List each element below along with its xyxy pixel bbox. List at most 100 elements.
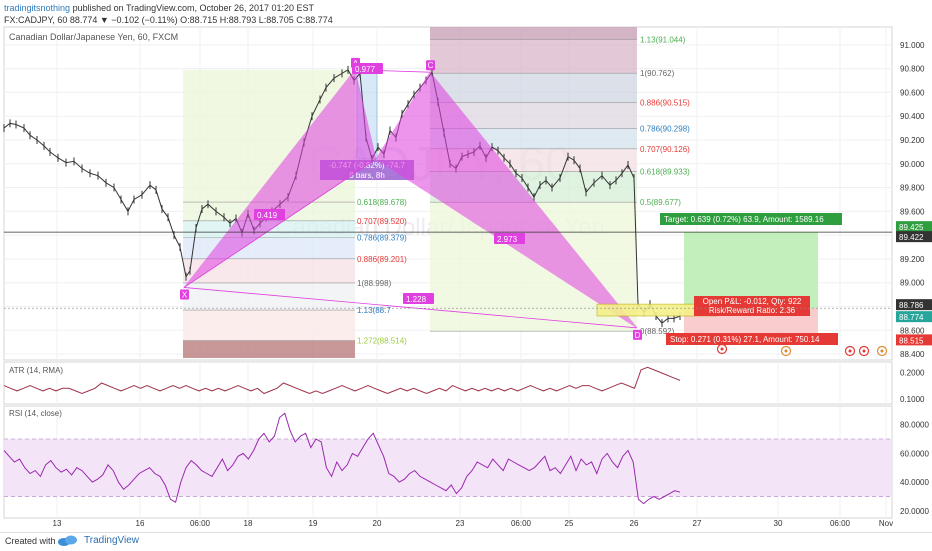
x-tick-label: 23 bbox=[456, 519, 465, 528]
price-tick-label: 89.200 bbox=[900, 255, 925, 264]
x-tick-label: 06:00 bbox=[190, 519, 211, 528]
x-tick-label: 13 bbox=[53, 519, 62, 528]
x-tick-label: 06:00 bbox=[511, 519, 532, 528]
pattern-ratio-label: 1.228 bbox=[406, 295, 427, 304]
position-profit-zone bbox=[684, 232, 818, 309]
x-tick-label: 25 bbox=[565, 519, 574, 528]
pattern-ratio-label: 0.977 bbox=[355, 65, 376, 74]
rsi-band bbox=[4, 439, 892, 497]
price-tick-label: 90.400 bbox=[900, 112, 925, 121]
target-label-bg bbox=[660, 213, 842, 225]
price-tick-label: 90.800 bbox=[900, 65, 925, 74]
fib-right-label: 0.707(90.126) bbox=[640, 145, 690, 154]
rsi-tick-label: 20.0000 bbox=[900, 507, 929, 516]
x-tick-label: 19 bbox=[309, 519, 318, 528]
pattern-ratio-bg bbox=[403, 293, 434, 304]
fib-right-label: 0.5(89.677) bbox=[640, 198, 681, 207]
x-tick-label: 27 bbox=[693, 519, 702, 528]
open-pnl-label: Open P&L: -0.012, Qty: 922 bbox=[703, 297, 802, 306]
price-tag: 88.786 bbox=[899, 301, 924, 310]
publish-line: tradingitsnothing published on TradingVi… bbox=[4, 3, 314, 13]
fib-left-label: 1(88.998) bbox=[357, 279, 392, 288]
pattern-point-label: D bbox=[635, 331, 641, 340]
price-tick-label: 89.800 bbox=[900, 184, 925, 193]
x-tick-label: 20 bbox=[373, 519, 382, 528]
x-tick-label: Nov bbox=[879, 519, 893, 528]
fib-right-label: 1.13(91.044) bbox=[640, 36, 686, 45]
stop-label-bg bbox=[666, 333, 838, 345]
price-tick-label: 88.600 bbox=[900, 326, 925, 335]
harmonic-xd-line bbox=[183, 287, 638, 329]
pattern-point-marker bbox=[426, 60, 435, 71]
fib-right-label: 0.786(90.298) bbox=[640, 124, 690, 133]
bars-range-count: 8 bars, 8h bbox=[349, 171, 385, 180]
price-tick-label: 91.000 bbox=[900, 41, 925, 50]
chart-canvas[interactable]: 13 16 06:00 18 19 20 23 06:00 25 26 27 30 06:00 Nov 91… bbox=[0, 0, 932, 532]
pattern-ratio-bg bbox=[352, 63, 383, 74]
author-link[interactable]: tradingitsnothing bbox=[4, 3, 71, 13]
pnl-label-bg bbox=[694, 296, 810, 316]
fib-left-label: 0.707(89.520) bbox=[357, 217, 407, 226]
atr-tick-label: 0.2000 bbox=[900, 369, 925, 378]
fib-left-label: 0.786(89.379) bbox=[357, 234, 407, 243]
event-marker-dot bbox=[720, 347, 724, 351]
price-tick-label: 90.200 bbox=[900, 136, 925, 145]
price-tag: 89.422 bbox=[899, 233, 924, 242]
pattern-point-label: C bbox=[428, 61, 434, 70]
price-tag: 89.425 bbox=[899, 223, 924, 232]
fib-right-label: 1(90.762) bbox=[640, 69, 675, 78]
price-tag-bg bbox=[896, 299, 932, 311]
pattern-ratio-label: 0.419 bbox=[257, 211, 278, 220]
fib-left-zone bbox=[183, 340, 355, 358]
price-tag: 88.515 bbox=[899, 336, 924, 345]
stop-label: Stop: 0.271 (0.31%) 27.1, Amount: 750.14 bbox=[670, 335, 820, 344]
footer: Created with TradingView bbox=[0, 532, 932, 551]
pattern-ratio-label: 2.973 bbox=[497, 235, 518, 244]
pattern-point-marker bbox=[633, 329, 642, 340]
x-tick-label: 30 bbox=[774, 519, 783, 528]
event-marker-dot bbox=[848, 349, 852, 353]
event-marker-dot bbox=[880, 349, 884, 353]
price-tag-bg bbox=[896, 334, 932, 346]
target-label: Target: 0.639 (0.72%) 63.9, Amount: 1589… bbox=[664, 215, 824, 224]
price-tick-label: 90.600 bbox=[900, 88, 925, 97]
created-with-label: Created with bbox=[5, 536, 56, 546]
price-tick-label: 88.400 bbox=[900, 350, 925, 359]
risk-reward-label: Risk/Reward Ratio: 2.36 bbox=[709, 306, 796, 315]
fib-left-label: 0.618(89.678) bbox=[357, 198, 407, 207]
x-tick-label: 16 bbox=[136, 519, 145, 528]
event-marker-dot bbox=[784, 349, 788, 353]
rsi-title: RSI (14, close) bbox=[9, 409, 62, 418]
symbol-line: FX:CADJPY, 60 88.774 ▼ −0.102 (−0.11%) O… bbox=[4, 15, 333, 25]
pattern-point-label: X bbox=[182, 290, 188, 299]
fib-left-label: 0.886(89.201) bbox=[357, 255, 407, 264]
price-tag-bg bbox=[896, 221, 932, 233]
fib-left-label: 1.272(88.514) bbox=[357, 336, 407, 345]
chart-header: tradingitsnothing published on TradingVi… bbox=[0, 0, 932, 30]
fib-right-label: 0.618(89.933) bbox=[640, 168, 690, 177]
fib-right-zone bbox=[430, 39, 637, 74]
rsi-tick-label: 60.0000 bbox=[900, 449, 929, 458]
fib-left-zone bbox=[183, 282, 355, 311]
pattern-ratio-bg bbox=[254, 209, 285, 220]
rsi-tick-label: 40.0000 bbox=[900, 478, 929, 487]
x-tick-label: 06:00 bbox=[830, 519, 851, 528]
tradingview-brand[interactable]: TradingView bbox=[84, 535, 140, 546]
x-tick-label: 26 bbox=[630, 519, 639, 528]
harmonic-xb-line bbox=[183, 158, 377, 288]
fib-left-zone bbox=[183, 310, 355, 341]
atr-title: ATR (14, RMA) bbox=[9, 366, 63, 375]
x-tick-label: 18 bbox=[244, 519, 253, 528]
price-tick-label: 90.000 bbox=[900, 160, 925, 169]
price-tag: 88.774 bbox=[899, 313, 924, 322]
event-marker-dot bbox=[862, 349, 866, 353]
bars-range-change: -0.747 (-0.82%) -74.7 bbox=[329, 161, 406, 170]
tradingview-logo-icon bbox=[58, 535, 77, 546]
published-text: published on TradingView.com, October 26… bbox=[72, 3, 315, 13]
atr-pane-frame bbox=[3, 361, 893, 405]
fib-right-zone bbox=[430, 73, 637, 103]
chart-title: Canadian Dollar/Japanese Yen, 60, FXCM bbox=[9, 32, 178, 42]
price-tick-label: 89.000 bbox=[900, 279, 925, 288]
fib-right-label: 0(88.592) bbox=[640, 327, 675, 336]
pattern-ratio-bg bbox=[494, 233, 525, 244]
